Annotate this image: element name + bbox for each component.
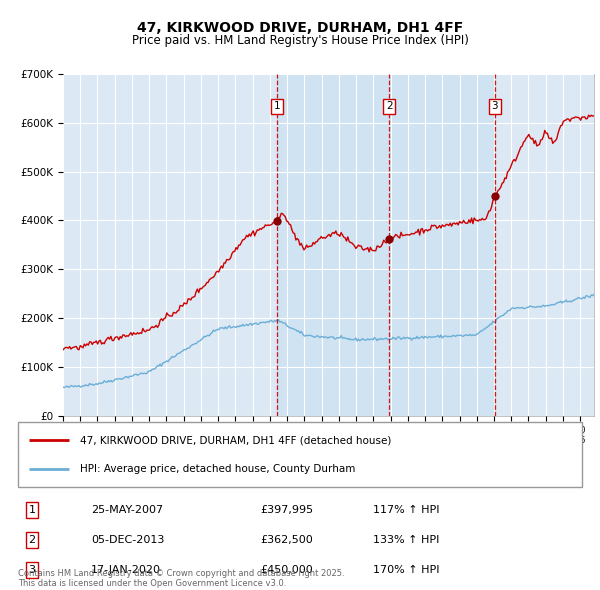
Text: 1: 1	[274, 101, 280, 112]
Text: 133% ↑ HPI: 133% ↑ HPI	[373, 535, 440, 545]
Bar	[277, 74, 495, 416]
FancyBboxPatch shape	[18, 422, 582, 487]
Text: £397,995: £397,995	[260, 505, 314, 515]
Text: Contains HM Land Registry data © Crown copyright and database right 2025.
This d: Contains HM Land Registry data © Crown c…	[18, 569, 344, 588]
Text: £450,000: £450,000	[260, 565, 313, 575]
Text: HPI: Average price, detached house, County Durham: HPI: Average price, detached house, Coun…	[80, 464, 355, 474]
Text: 47, KIRKWOOD DRIVE, DURHAM, DH1 4FF: 47, KIRKWOOD DRIVE, DURHAM, DH1 4FF	[137, 21, 463, 35]
Text: 170% ↑ HPI: 170% ↑ HPI	[373, 565, 440, 575]
Text: 2: 2	[386, 101, 392, 112]
Text: 2: 2	[29, 535, 35, 545]
Text: 17-JAN-2020: 17-JAN-2020	[91, 565, 161, 575]
Text: 3: 3	[491, 101, 498, 112]
Text: £362,500: £362,500	[260, 535, 313, 545]
Text: 1: 1	[29, 505, 35, 515]
Text: 3: 3	[29, 565, 35, 575]
Text: Price paid vs. HM Land Registry's House Price Index (HPI): Price paid vs. HM Land Registry's House …	[131, 34, 469, 47]
Text: 117% ↑ HPI: 117% ↑ HPI	[373, 505, 440, 515]
Text: 05-DEC-2013: 05-DEC-2013	[91, 535, 164, 545]
Text: 47, KIRKWOOD DRIVE, DURHAM, DH1 4FF (detached house): 47, KIRKWOOD DRIVE, DURHAM, DH1 4FF (det…	[80, 435, 391, 445]
Text: 25-MAY-2007: 25-MAY-2007	[91, 505, 163, 515]
